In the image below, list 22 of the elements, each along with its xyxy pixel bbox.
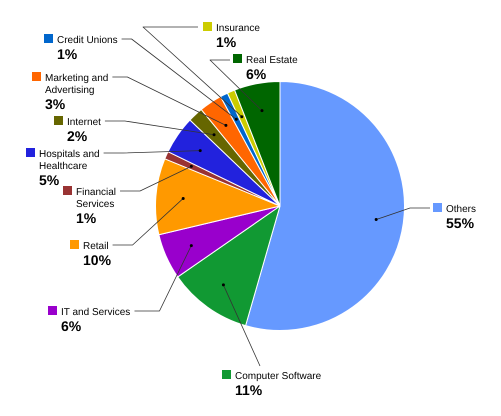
data-label: 1%: [216, 34, 237, 50]
data-label: 3%: [45, 96, 66, 112]
legend-label: Hospitals and Healthcare: [39, 149, 100, 172]
legend-label: Others: [446, 204, 476, 215]
data-label: 11%: [235, 382, 263, 398]
data-label: 6%: [61, 318, 82, 334]
data-label: 55%: [446, 215, 475, 231]
data-label: 5%: [39, 172, 60, 188]
legend-label: Internet: [67, 117, 102, 128]
data-label: 1%: [57, 46, 78, 62]
legend-label: Financial Services: [76, 187, 116, 210]
legend-label: Marketing and Advertising: [45, 73, 108, 96]
legend-label: Computer Software: [235, 371, 322, 382]
legend-label: Retail: [83, 241, 109, 252]
legend-label: IT and Services: [61, 307, 130, 318]
data-label: 10%: [83, 252, 112, 268]
legend-label: Insurance: [216, 23, 260, 34]
data-label: 1%: [76, 210, 97, 226]
legend-label: Real Estate: [246, 55, 298, 66]
legend-label: Credit Unions: [57, 35, 118, 46]
data-label: 6%: [246, 66, 267, 82]
data-label: 2%: [67, 128, 88, 144]
